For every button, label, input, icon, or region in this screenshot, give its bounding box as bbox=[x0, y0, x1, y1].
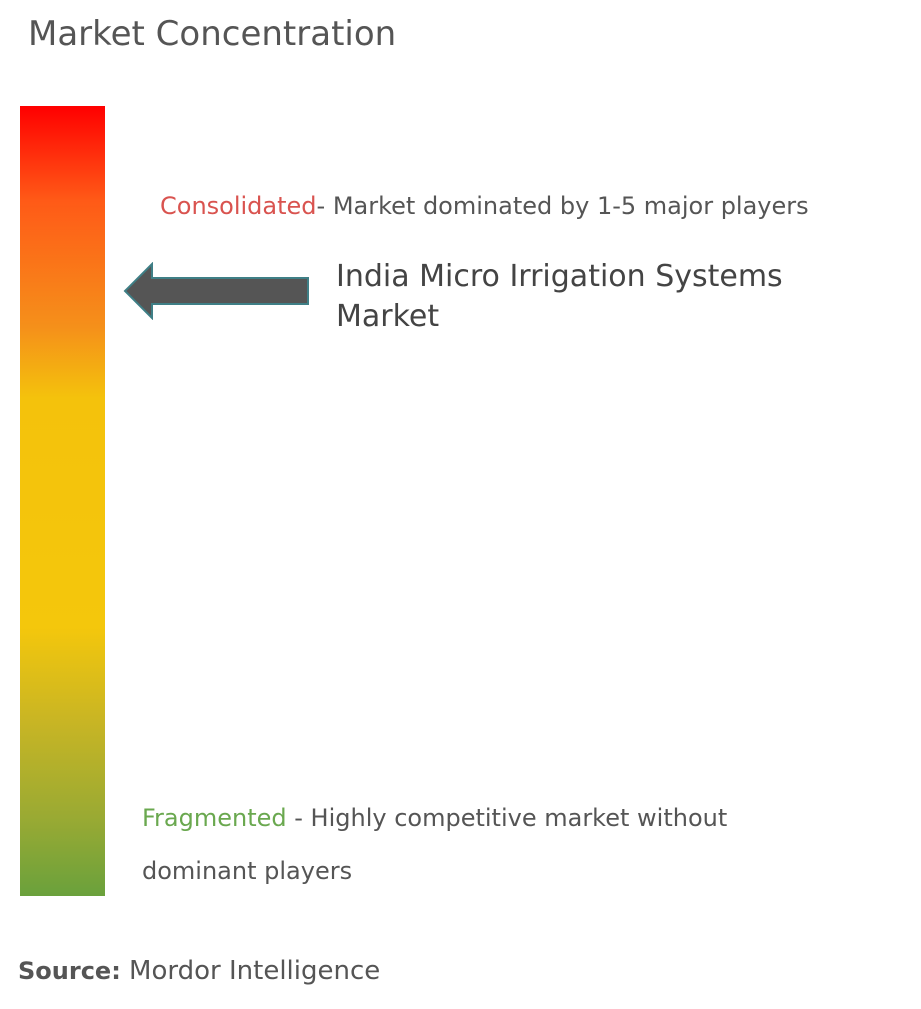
source-value: Mordor Intelligence bbox=[120, 956, 381, 986]
fragmented-term: Fragmented bbox=[142, 804, 287, 832]
fragmented-description: - Highly competitive market without domi… bbox=[142, 804, 728, 885]
market-name-label: India Micro Irrigation Systems Market bbox=[336, 259, 783, 334]
concentration-gradient-bar bbox=[20, 106, 105, 896]
source-note: Source: Mordor Intelligence bbox=[18, 956, 380, 986]
consolidated-legend: Consolidated- Market dominated by 1-5 ma… bbox=[160, 192, 809, 220]
consolidated-term: Consolidated bbox=[160, 192, 317, 220]
fragmented-legend: Fragmented - Highly competitive market w… bbox=[142, 792, 842, 898]
consolidated-description: - Market dominated by 1-5 major players bbox=[316, 192, 809, 220]
source-key: Source: bbox=[18, 957, 121, 985]
page-title: Market Concentration bbox=[28, 14, 397, 54]
left-arrow-icon bbox=[123, 262, 309, 320]
